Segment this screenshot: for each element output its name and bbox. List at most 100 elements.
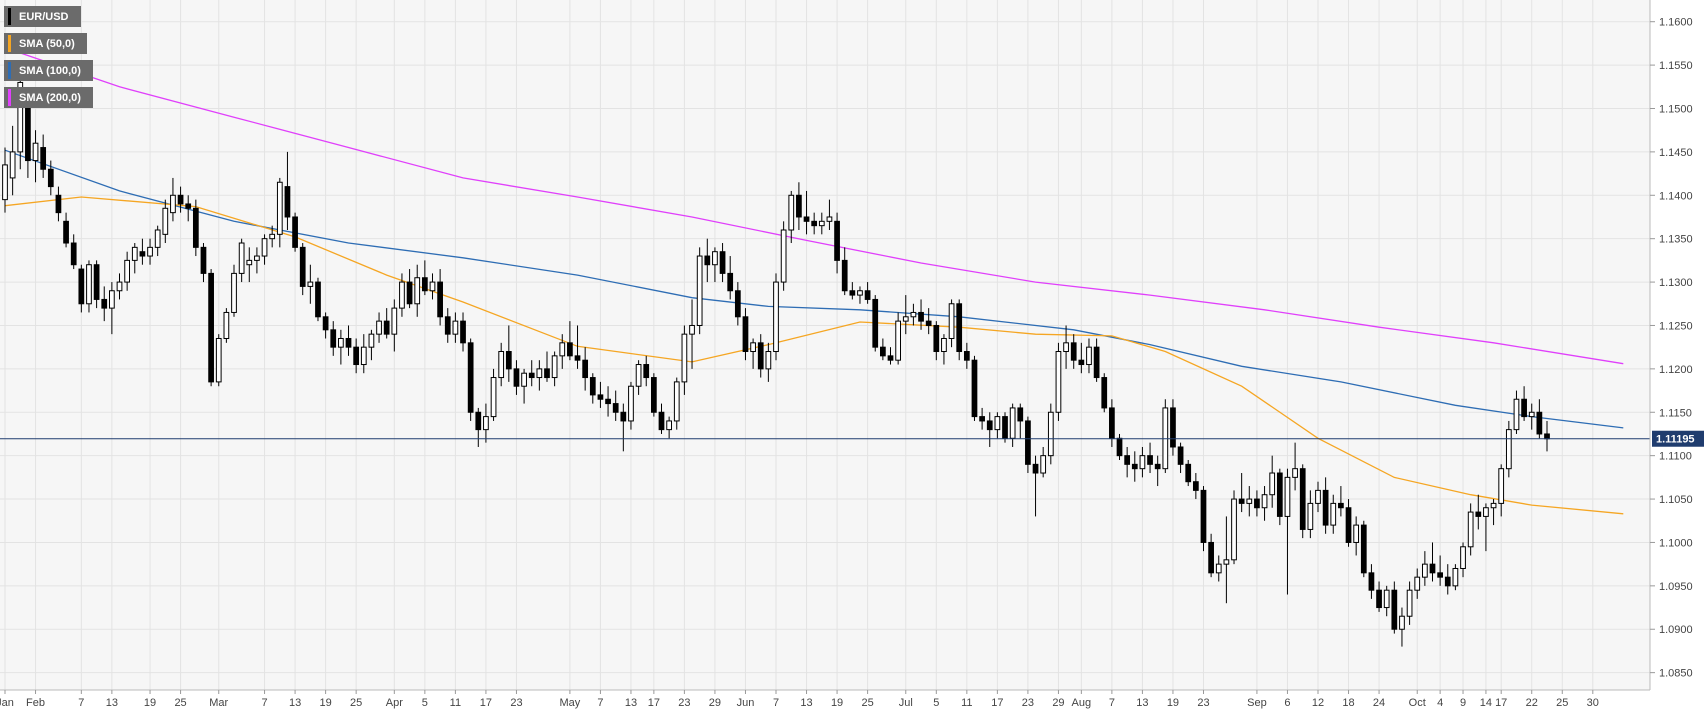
candle — [1055, 342, 1062, 421]
candle-body-bull — [689, 324, 695, 335]
candle — [1322, 477, 1329, 534]
candle — [1147, 442, 1153, 474]
candle-body-bull — [941, 337, 947, 353]
candle-body-bear — [727, 272, 734, 292]
candle — [131, 243, 138, 274]
candle-body-bear — [421, 277, 428, 292]
candle — [941, 334, 947, 365]
candle — [895, 312, 902, 365]
candle-body-bear — [444, 316, 451, 335]
candle — [635, 360, 642, 395]
y-tick-label: 1.0950 — [1659, 581, 1693, 593]
candle — [55, 186, 62, 222]
candle-body-bull — [1139, 455, 1146, 470]
candle-body-bull — [17, 81, 24, 153]
candle-body-bear — [25, 107, 31, 162]
candle — [421, 260, 428, 296]
candle — [429, 273, 436, 300]
candle-body-bear — [1338, 502, 1344, 509]
candle — [1498, 464, 1505, 517]
legend-swatch-sma200 — [8, 89, 11, 106]
candle-body-bull — [1467, 511, 1474, 548]
candle-body-bear — [834, 220, 840, 261]
legend-item-eurusd[interactable]: EUR/USD — [4, 6, 81, 27]
candle-body-bull — [1040, 455, 1047, 474]
axis-panel — [1650, 0, 1707, 712]
candle-body-bull — [490, 377, 497, 418]
candle-body-bear — [1116, 437, 1123, 457]
candle — [1376, 581, 1382, 612]
candle — [864, 282, 871, 304]
candle — [1330, 494, 1337, 534]
candle — [1414, 568, 1421, 599]
candle-body-bear — [505, 351, 512, 370]
candle — [147, 238, 153, 265]
candle-body-bear — [1078, 359, 1085, 366]
candle-body-bull — [1399, 615, 1405, 630]
y-tick-label: 1.1350 — [1659, 234, 1693, 246]
y-tick-label: 1.1200 — [1659, 364, 1693, 376]
legend-label-sma200: SMA (200,0) — [19, 91, 81, 104]
candle — [994, 412, 1001, 439]
x-tick-label: 18 — [1342, 697, 1354, 709]
candle — [437, 269, 443, 326]
candle — [86, 260, 92, 313]
candle-body-bull — [368, 333, 375, 348]
candle-body-bull — [1483, 507, 1489, 517]
candle — [880, 338, 886, 361]
x-tick-label: 9 — [1460, 697, 1466, 709]
candle — [1460, 542, 1466, 578]
candle — [1185, 460, 1192, 487]
candle — [1360, 520, 1367, 578]
legend-item-sma200[interactable]: SMA (200,0) — [4, 87, 93, 108]
candle — [101, 286, 108, 322]
x-tick-label: May — [560, 697, 581, 709]
x-tick-label: 11 — [450, 697, 461, 709]
x-tick-label: Jul — [899, 697, 913, 709]
candle — [1124, 446, 1131, 478]
candle-body-bear — [383, 320, 390, 335]
candle — [650, 373, 657, 417]
candle — [1483, 503, 1489, 552]
candle-body-bear — [1368, 572, 1375, 591]
x-tick-label: 7 — [597, 697, 603, 709]
candle — [368, 329, 375, 361]
candle-body-bull — [391, 307, 398, 335]
legend-item-sma50[interactable]: SMA (50,0) — [4, 33, 87, 54]
candle — [727, 256, 734, 300]
candle-body-bull — [895, 320, 902, 361]
candle-body-bull — [124, 259, 131, 283]
candle — [1406, 581, 1413, 625]
candle-body-bear — [1025, 420, 1031, 465]
candle-body-bull — [162, 207, 169, 235]
candle — [574, 325, 581, 369]
candle-body-bear — [567, 342, 573, 357]
candle — [1490, 499, 1497, 526]
x-tick-label: 14 — [1480, 697, 1492, 709]
candle — [254, 247, 260, 274]
candle — [162, 199, 169, 244]
candle — [1475, 494, 1482, 530]
candle-body-bear — [597, 394, 604, 400]
candle-body-bull — [498, 351, 505, 379]
sma50-line — [4, 196, 1624, 515]
candle — [1444, 564, 1451, 595]
candle — [414, 264, 421, 317]
candle — [330, 321, 337, 356]
x-tick-label: 19 — [319, 697, 331, 709]
candle — [986, 412, 993, 447]
candle-body-bull — [1047, 411, 1054, 457]
plot-background — [0, 0, 1650, 690]
candle — [1215, 555, 1222, 582]
x-tick-label: 19 — [144, 697, 156, 709]
candle-body-bear — [1360, 524, 1367, 574]
legend-item-sma100[interactable]: SMA (100,0) — [4, 60, 93, 81]
x-tick-label: 7 — [78, 697, 84, 709]
x-tick-label: Feb — [26, 697, 45, 709]
candle — [1421, 551, 1428, 586]
candle — [1047, 403, 1054, 465]
candle-body-bear — [1536, 411, 1543, 435]
candle — [620, 403, 627, 452]
